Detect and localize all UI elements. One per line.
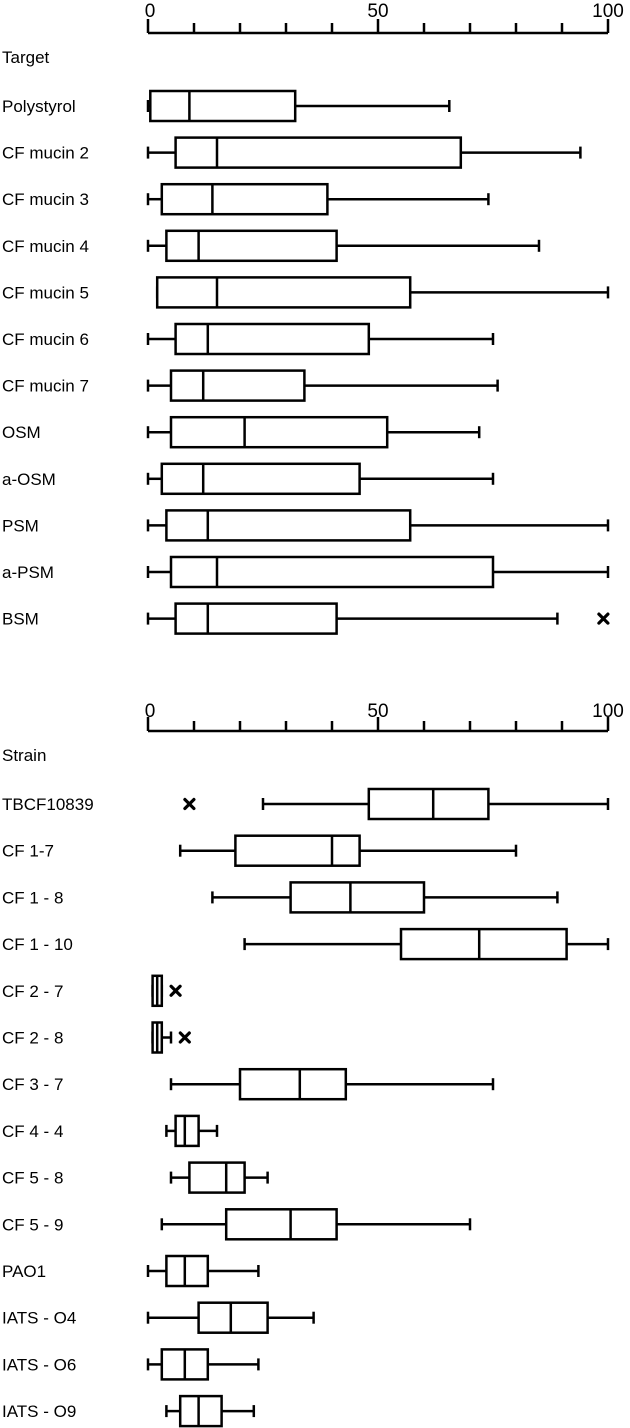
panel-1-box	[160, 182, 329, 216]
panel-2-category-label: CF 5 - 8	[2, 1169, 63, 1188]
panel-1-box	[165, 509, 412, 542]
panel-1-box	[149, 89, 297, 123]
panel-1-category-label: OSM	[2, 423, 41, 442]
panel-1-box	[160, 462, 361, 496]
panel-2-category-label: CF 5 - 9	[2, 1215, 63, 1234]
panel-1-tick-label: 100	[592, 1, 624, 22]
panel-2-box	[289, 881, 426, 914]
panel-1-box	[155, 276, 412, 309]
panel-2-outlier-point	[178, 1031, 191, 1044]
panel-2-tick-label: 100	[592, 701, 624, 722]
panel-2-box	[188, 1161, 246, 1194]
panel-1-box	[169, 415, 389, 449]
panel-1-box	[174, 322, 371, 356]
panel-1-box	[165, 229, 338, 263]
panel-2-box	[399, 927, 568, 961]
panel-2-category-label: CF 4 - 4	[2, 1122, 63, 1141]
panel-1-category-label: Polystyrol	[2, 97, 76, 116]
panel-2-tick-label: 0	[145, 701, 156, 722]
panel-2-category-label: IATS - O4	[2, 1309, 76, 1328]
panel-1-tick-label: 0	[145, 1, 156, 22]
panel-2-outlier-point	[183, 797, 196, 811]
panel-1-box	[174, 136, 463, 169]
panel-1-tick-label: 50	[367, 1, 388, 22]
panel-2-box	[238, 1067, 348, 1101]
panel-2-category-label: CF 1 - 8	[2, 888, 63, 907]
panel-1-category-label: a-PSM	[2, 563, 54, 582]
panel-2-box	[197, 1301, 269, 1334]
panel-2-category-label: IATS - O6	[2, 1355, 76, 1374]
panel-1-box	[169, 555, 495, 589]
panel-1-category-label: CF mucin 4	[2, 237, 89, 256]
panel-1-header: Target	[2, 48, 50, 67]
panel-2-header: Strain	[2, 746, 46, 765]
panel-2-box	[234, 834, 361, 867]
panel-1-category-label: CF mucin 3	[2, 190, 89, 209]
panel-1-category-label: CF mucin 5	[2, 283, 89, 302]
panel-1-category-label: a-OSM	[2, 470, 56, 489]
panel-2-category-label: PAO1	[2, 1262, 46, 1281]
panel-1-box	[169, 369, 306, 402]
panel-2-outlier-point	[169, 984, 182, 997]
panel-2-box	[178, 1394, 223, 1428]
panel-1-outlier-point	[597, 612, 610, 625]
panel-1-category-label: PSM	[2, 516, 39, 535]
panel-1-box	[174, 602, 338, 635]
panel-2-tick-label: 50	[367, 701, 388, 722]
panel-2-box	[367, 787, 490, 821]
panel-2-box	[174, 1114, 200, 1148]
panel-1-category-label: CF mucin 7	[2, 377, 89, 396]
panel-2-category-label: CF 1 - 10	[2, 935, 73, 954]
panel-2-category-label: IATS - O9	[2, 1402, 76, 1421]
panel-2-box	[165, 1254, 210, 1288]
panel-2-category-label: CF 1-7	[2, 842, 54, 861]
panel-1-category-label: BSM	[2, 610, 39, 629]
panel-2-category-label: CF 2 - 7	[2, 982, 63, 1001]
panel-2-category-label: CF 2 - 8	[2, 1029, 63, 1048]
panel-1-category-label: CF mucin 2	[2, 144, 89, 163]
panel-2-box	[224, 1208, 338, 1241]
panel-2-category-label: TBCF10839	[2, 795, 94, 814]
panel-1-category-label: CF mucin 6	[2, 330, 89, 349]
panel-2-category-label: CF 3 - 7	[2, 1075, 63, 1094]
